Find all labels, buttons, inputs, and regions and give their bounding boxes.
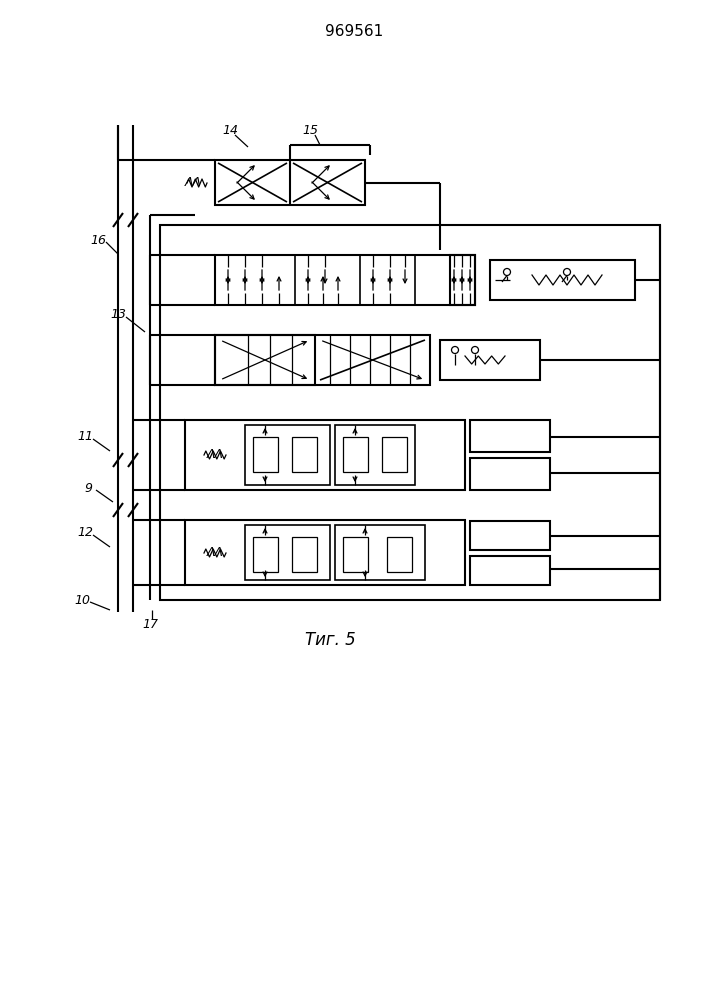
Bar [245, 525, 330, 580]
Bar [185, 420, 465, 490]
Text: 16: 16 [90, 233, 106, 246]
Bar [387, 537, 412, 572]
Bar [160, 225, 660, 600]
Text: 10: 10 [74, 593, 90, 606]
Bar [215, 160, 365, 205]
Bar [470, 556, 550, 585]
Bar [335, 425, 415, 485]
Text: 15: 15 [302, 123, 318, 136]
Bar [440, 340, 540, 380]
Text: 11: 11 [77, 430, 93, 444]
Text: ΛΛ: ΛΛ [206, 448, 223, 462]
Text: 13: 13 [110, 308, 126, 322]
Text: 969561: 969561 [325, 24, 383, 39]
Bar [253, 437, 278, 472]
Bar [470, 521, 550, 550]
Bar [215, 255, 475, 305]
Bar [292, 537, 317, 572]
Bar [470, 420, 550, 452]
Bar [343, 437, 368, 472]
Text: ΛΛ: ΛΛ [206, 546, 223, 560]
Text: 9: 9 [84, 482, 92, 494]
Text: ΛΛ: ΛΛ [185, 176, 201, 190]
Bar [335, 525, 425, 580]
Bar [450, 255, 475, 305]
Bar [343, 537, 368, 572]
Bar [490, 260, 635, 300]
Bar [470, 458, 550, 490]
Bar [253, 537, 278, 572]
Bar [215, 335, 315, 385]
Bar [292, 437, 317, 472]
Text: 12: 12 [77, 526, 93, 540]
Bar [185, 520, 465, 585]
Text: Τиг. 5: Τиг. 5 [305, 631, 356, 649]
Bar [382, 437, 407, 472]
Bar [245, 425, 330, 485]
Text: 17: 17 [142, 618, 158, 632]
Bar [215, 335, 430, 385]
Text: 14: 14 [222, 123, 238, 136]
